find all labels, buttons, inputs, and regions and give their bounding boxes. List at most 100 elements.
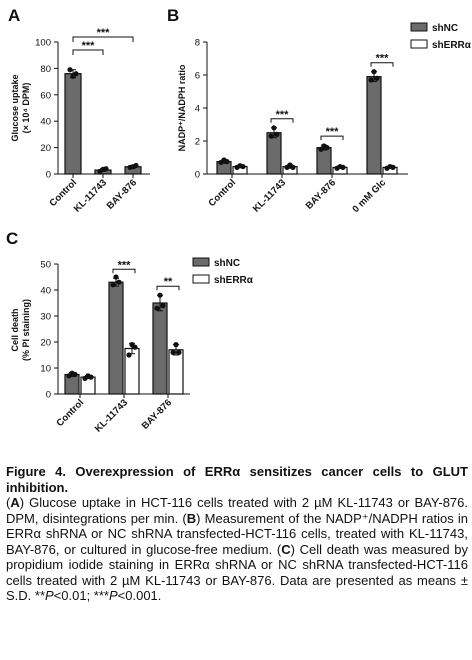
data-point: [116, 279, 122, 285]
y-tick-label: 80: [40, 64, 51, 75]
data-point: [390, 164, 396, 170]
data-point: [170, 349, 176, 355]
data-point: [371, 69, 377, 75]
data-point: [240, 163, 246, 170]
significance-bracket: [156, 285, 180, 291]
y-tick-label: 0: [195, 170, 200, 181]
data-point: [224, 159, 230, 165]
x-tick-label: BAY-876: [105, 177, 139, 211]
significance-label: ***: [82, 40, 96, 52]
caption-text-c: ) Cell death was measured by propidium i…: [6, 541, 468, 604]
panel-letter: B: [167, 6, 179, 25]
bar: [366, 76, 382, 175]
y-tick-label: 40: [40, 117, 51, 128]
y-axis-label: (% PI staining): [21, 299, 31, 361]
y-tick-label: 100: [35, 38, 51, 49]
data-point: [88, 374, 94, 380]
caption-p-text-1: <0.01; ***: [53, 588, 109, 603]
data-point: [110, 282, 116, 288]
data-point: [368, 77, 374, 83]
significance-bracket: [112, 268, 136, 274]
bar: [152, 302, 168, 395]
data-point: [113, 274, 119, 280]
y-tick-label: 6: [195, 71, 200, 82]
caption-p-symbol: P: [108, 588, 118, 603]
x-tick-label: Control: [54, 397, 86, 429]
y-axis-label: (× 10⁴ DPM): [21, 83, 31, 134]
x-tick-label: KL-11743: [251, 177, 288, 214]
y-tick-label: 0: [46, 390, 51, 401]
caption-text-b: ) Measurement of the NADP⁺/NADPH ratios …: [6, 510, 469, 557]
caption-panel-c: C: [281, 541, 291, 557]
data-point: [318, 146, 324, 152]
x-tick-label: 0 mM Glc: [350, 177, 388, 215]
significance-bracket: [72, 49, 104, 55]
significance-label: **: [164, 276, 173, 288]
y-axis-label: Glucose uptake: [10, 74, 20, 141]
data-point: [290, 164, 296, 170]
significance-bracket: [270, 118, 294, 123]
panel-letter: C: [6, 229, 18, 248]
significance-bracket: [370, 62, 394, 67]
data-point: [268, 133, 274, 139]
x-tick-label: BAY-876: [304, 177, 338, 211]
legend-swatch: [192, 257, 210, 267]
data-point: [173, 342, 179, 348]
figure-caption: Figure 4. Overexpression of ERRα sensiti…: [6, 464, 468, 604]
x-tick-label: KL-11743: [93, 397, 130, 434]
chart-panel-c: C 0 10 20 30 40 50 Control KL-11743 BAY-876 Cell d…: [6, 229, 254, 435]
chart-panel-b: B 0 2 4 6 8 Control KL-11743 BAY-876 0 mM Glc NADP…: [167, 6, 472, 215]
bar: [316, 147, 332, 175]
significance-label: ***: [376, 53, 390, 65]
chart-panel-a: A020406080100ControlKL-11743BAY-876Gluco…: [8, 6, 150, 215]
caption-title: Figure 4. Overexpression of ERRα sensiti…: [6, 464, 468, 495]
y-tick-label: 2: [195, 137, 200, 148]
data-point: [176, 349, 182, 355]
bar: [168, 349, 184, 395]
x-tick-label: KL-11743: [72, 177, 109, 214]
data-point: [157, 292, 163, 298]
significance-label: ***: [97, 27, 111, 39]
data-point: [160, 303, 166, 309]
bar: [108, 281, 124, 395]
data-point: [132, 344, 138, 350]
legend-swatch: [410, 22, 428, 32]
legend-label: shNC: [214, 258, 240, 269]
legend-label: shNC: [432, 23, 458, 34]
figure-canvas: A020406080100ControlKL-11743BAY-876Gluco…: [6, 6, 472, 435]
data-point: [126, 352, 132, 358]
significance-label: ***: [326, 126, 340, 138]
significance-label: ***: [118, 259, 132, 271]
significance-bracket: [320, 135, 344, 141]
y-tick-label: 50: [40, 260, 51, 271]
data-point: [274, 131, 280, 137]
y-tick-label: 4: [195, 104, 200, 115]
data-point: [340, 164, 346, 170]
caption-panel-a: A: [10, 495, 20, 510]
data-point: [67, 67, 73, 73]
caption-body: (A) Glucose uptake in HCT-116 cells trea…: [6, 495, 469, 604]
legend-label: shERRα: [432, 40, 472, 51]
data-point: [133, 162, 139, 169]
data-point: [73, 71, 79, 77]
data-point: [374, 75, 380, 81]
legend-label: shERRα: [214, 275, 254, 286]
caption-panel-b: B: [186, 510, 197, 526]
caption-p-text-2: <0.001.: [117, 588, 162, 603]
y-tick-label: 60: [40, 90, 51, 101]
bar: [266, 132, 282, 175]
y-tick-label: 20: [40, 338, 51, 349]
legend-swatch: [192, 274, 210, 284]
y-tick-label: 10: [40, 364, 51, 375]
data-point: [103, 166, 109, 172]
y-tick-label: 30: [40, 312, 51, 323]
y-axis-label: Cell death: [10, 308, 20, 351]
x-tick-label: BAY-876: [140, 397, 174, 431]
panel-letter: A: [8, 6, 20, 25]
y-tick-label: 0: [46, 170, 51, 181]
data-point: [271, 125, 277, 131]
caption-text-a: ) Glucose uptake in HCT-116 cells treate…: [6, 495, 468, 526]
bar: [64, 73, 82, 175]
data-point: [324, 145, 330, 151]
caption-p-symbol: P: [45, 588, 54, 603]
